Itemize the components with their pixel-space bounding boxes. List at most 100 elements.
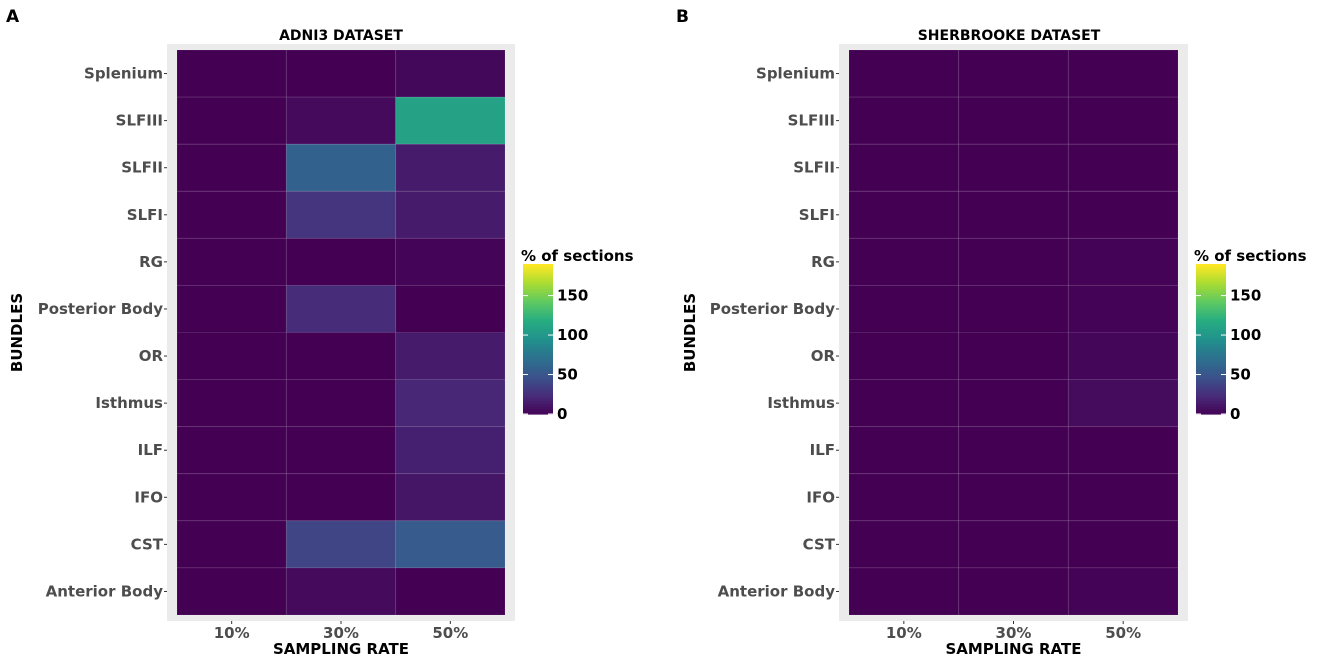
y-tick-label: SLFII (793, 159, 835, 177)
colorbar-segment (523, 349, 553, 353)
colorbar-segment (1196, 324, 1226, 328)
colorbar-segment (523, 324, 553, 328)
heatmap-cell (1067, 143, 1179, 192)
colorbar-segment (523, 389, 553, 393)
y-tick-label: Splenium (84, 65, 163, 83)
colorbar-segment (1196, 326, 1226, 330)
colorbar-segment (523, 301, 553, 305)
y-tick-label: Anterior Body (718, 582, 836, 600)
colorbar-segment (1196, 351, 1226, 355)
y-tick-label: RG (811, 253, 835, 271)
colorbar-segment (523, 319, 553, 323)
colorbar-segment (1196, 264, 1226, 268)
panel-letter: B (676, 7, 689, 27)
colorbar-segment (523, 399, 553, 403)
colorbar-segment (1196, 371, 1226, 375)
colorbar-segment (1196, 376, 1226, 380)
heatmap-cell (958, 379, 1069, 428)
heatmap-cell (285, 473, 397, 522)
heatmap-cell (176, 379, 287, 428)
heatmap-cell (848, 520, 960, 569)
colorbar-legend: % of sections 0 50 100 150 (1194, 247, 1307, 423)
heatmap-cell (176, 567, 287, 616)
colorbar-segment (523, 369, 553, 373)
colorbar-segment (523, 371, 553, 375)
heatmap-cell (176, 520, 287, 569)
colorbar-segment (1196, 346, 1226, 350)
heatmap-cell (176, 473, 287, 522)
heatmap-cell (176, 96, 287, 145)
colorbar-segment (523, 299, 553, 303)
colorbar-segment (1196, 364, 1226, 368)
heatmap-cell (1067, 190, 1179, 239)
heatmap-cell (1067, 473, 1179, 522)
heatmap-cell (848, 332, 960, 381)
heatmap-cell (1067, 520, 1179, 569)
colorbar-segment (1196, 349, 1226, 353)
heatmap-cell (958, 426, 1069, 475)
colorbar-segment (1196, 281, 1226, 285)
heatmap-cell (848, 473, 960, 522)
colorbar-segment (523, 296, 553, 300)
legend-title: % of sections (1194, 247, 1307, 265)
heatmap-cell (848, 379, 960, 428)
x-tick-label: 50% (1105, 624, 1141, 642)
y-tick-label: IFO (134, 488, 163, 506)
colorbar-segment (1196, 411, 1226, 415)
heatmap-cell (848, 567, 960, 616)
colorbar-segment (1196, 366, 1226, 370)
legend-title: % of sections (521, 247, 634, 265)
heatmap-cell (285, 520, 397, 569)
colorbar-segment (1196, 306, 1226, 310)
heatmap-cell (176, 190, 287, 239)
colorbar-segment (1196, 269, 1226, 273)
x-tick-label: 30% (996, 624, 1032, 642)
y-axis-label: BUNDLES (681, 293, 699, 372)
colorbar-legend: % of sections 0 50 100 150 (521, 247, 634, 423)
colorbar-segment (523, 326, 553, 330)
colorbar-segment (1196, 274, 1226, 278)
heatmap-cell (176, 143, 287, 192)
colorbar-segment (1196, 336, 1226, 340)
heatmap-cell (395, 96, 506, 145)
y-tick-label: SLFI (127, 206, 163, 224)
heatmap-cell (1067, 49, 1179, 98)
heatmap-cell (176, 49, 287, 98)
heatmap-cell (176, 332, 287, 381)
heatmap-cell (395, 379, 506, 428)
colorbar-segment (1196, 296, 1226, 300)
colorbar-segment (1196, 304, 1226, 308)
colorbar-segment (1196, 359, 1226, 363)
heatmap-cell (848, 143, 960, 192)
colorbar-segment (1196, 379, 1226, 383)
heatmap-cell (958, 237, 1069, 286)
y-tick-label: Splenium (756, 65, 835, 83)
x-tick-label: 10% (214, 624, 250, 642)
colorbar-segment (1196, 344, 1226, 348)
heatmap-cell (176, 426, 287, 475)
colorbar-segment (1196, 316, 1226, 320)
heatmap-cell (1067, 567, 1179, 616)
colorbar-segment (523, 374, 553, 378)
x-axis-label: SAMPLING RATE (273, 640, 409, 658)
heatmap-panel-b: B SHERBROOKE DATASET Splenium SLFIII SLFII SL… (676, 7, 1307, 658)
y-tick-label: SLFIII (788, 112, 835, 130)
colorbar-segment (523, 409, 553, 413)
colorbar-segment (1196, 331, 1226, 335)
colorbar-segment (1196, 311, 1226, 315)
colorbar-segment (1196, 389, 1226, 393)
colorbar-segment (1196, 299, 1226, 303)
colorbar-segment (1196, 289, 1226, 293)
y-tick-label: OR (811, 347, 836, 365)
colorbar-segment (523, 284, 553, 288)
y-tick-label: Isthmus (95, 394, 163, 412)
heatmap-cell (176, 237, 287, 286)
y-tick-label: ILF (138, 441, 163, 459)
x-tick-label: 10% (886, 624, 922, 642)
x-tick-label: 30% (323, 624, 359, 642)
colorbar-segment (1196, 409, 1226, 413)
heatmap-cell (848, 190, 960, 239)
heatmap-panel-a: A ADNI3 DATASET Splenium SLFIII SLFII SLFI RG P… (6, 7, 634, 658)
heatmap-cell (848, 96, 960, 145)
y-tick-label: Isthmus (767, 394, 835, 412)
